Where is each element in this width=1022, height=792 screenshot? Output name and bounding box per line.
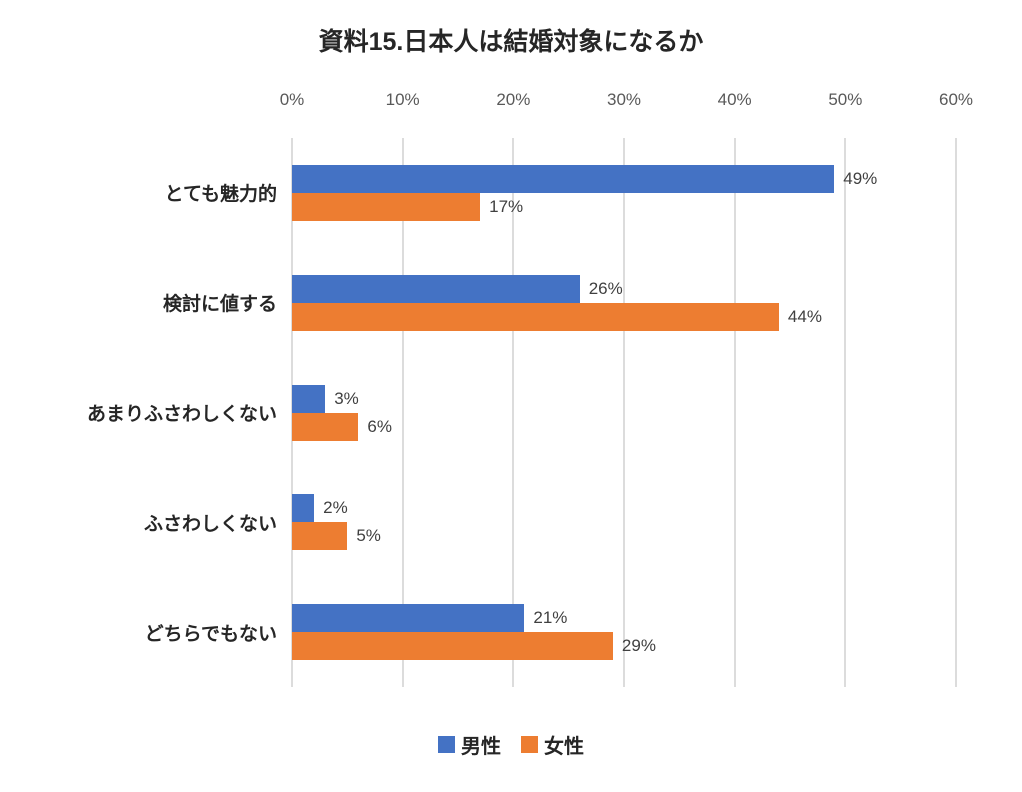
legend: 男性 女性 [0, 728, 1022, 760]
data-label: 29% [621, 636, 656, 656]
x-axis-tick: 20% [496, 90, 531, 109]
gridline [955, 138, 957, 687]
bar-series-0: 3% [292, 384, 359, 413]
bar-series-1: 5% [292, 522, 381, 551]
plot-area: 49% 17% 26% 44% 3% 6% 2% 5% 21% 29% [291, 138, 957, 687]
gridline [623, 138, 625, 687]
bar-group: 2% 5% [292, 467, 956, 577]
data-label: 3% [334, 388, 359, 408]
category-label: 検討に値する [162, 294, 277, 316]
gridline [512, 138, 515, 687]
legend-label: 男性 [461, 735, 501, 758]
bar-group: 26% 44% [292, 248, 956, 358]
bar-series-1: 6% [292, 412, 392, 441]
data-label: 26% [588, 278, 623, 298]
x-axis-tick: 0% [279, 90, 305, 109]
data-label: 21% [533, 608, 568, 628]
x-axis-tick: 60% [938, 90, 974, 109]
category-label: あまりふさわしくない [86, 403, 277, 425]
data-label: 6% [367, 416, 392, 436]
x-axis-tick: 30% [606, 90, 642, 109]
legend-item-0: 男性 [438, 730, 501, 759]
category-axis: とても魅力的 検討に値するあまりふさわしくないふさわしくない どちらでもない [0, 138, 277, 687]
bar-series-1: 17% [292, 193, 523, 221]
x-axis-tick: 10% [385, 90, 420, 109]
gridline [844, 138, 847, 687]
data-label: 2% [323, 498, 348, 518]
category-label: どちらでもない [144, 623, 277, 645]
data-label: 17% [489, 197, 524, 216]
bar-group: 49% 17% [292, 138, 956, 248]
x-axis-tick: 40% [717, 90, 752, 109]
bar-series-0: 21% [292, 604, 567, 633]
legend-item-1: 女性 [521, 730, 584, 759]
legend-swatch [438, 735, 455, 753]
bar-series-0: 49% [292, 165, 877, 193]
data-label: 44% [787, 306, 822, 326]
chart-title: 資料15.日本人は結婚対象になるか [318, 28, 704, 56]
bar-series-0: 2% [292, 494, 348, 523]
bar-group: 21% 29% [292, 577, 956, 687]
x-axis-tick: 50% [828, 90, 863, 109]
category-label: ふさわしくない [143, 513, 277, 535]
gridline [401, 138, 404, 687]
legend-label: 女性 [544, 735, 584, 758]
bar-group: 3% 6% [292, 358, 956, 468]
bar-series-1: 44% [292, 302, 822, 331]
data-label: 5% [356, 526, 381, 546]
legend-swatch [521, 735, 538, 753]
bar-series-0: 26% [292, 274, 623, 303]
x-axis: 0% 10% 20% 30% 40% 50% 60% [280, 90, 973, 114]
gridline [733, 138, 736, 687]
data-label: 49% [843, 169, 878, 188]
bar-series-1: 29% [292, 632, 656, 661]
category-label: とても魅力的 [164, 184, 277, 206]
